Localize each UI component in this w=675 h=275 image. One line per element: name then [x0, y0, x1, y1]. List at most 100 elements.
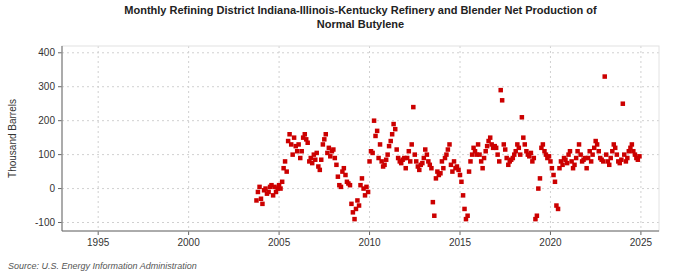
- point: [382, 163, 387, 168]
- point: [360, 176, 365, 181]
- x-tick-label: 2005: [268, 237, 291, 248]
- point: [339, 185, 344, 190]
- point: [303, 132, 308, 137]
- y-tick: [58, 154, 62, 155]
- point: [488, 135, 493, 140]
- point: [289, 142, 294, 147]
- y-grid-line: [62, 120, 659, 121]
- point: [352, 217, 357, 222]
- x-grid-line: [279, 46, 280, 231]
- y-tick: [58, 52, 62, 53]
- point: [601, 159, 606, 164]
- point: [431, 200, 436, 205]
- point: [608, 156, 613, 161]
- point: [602, 74, 607, 79]
- y-axis-label: Thousand Barrels: [7, 99, 18, 178]
- point: [637, 154, 642, 159]
- point: [541, 142, 546, 147]
- point: [497, 159, 502, 164]
- y-axis-line: [62, 46, 63, 231]
- point: [503, 147, 508, 152]
- point: [321, 142, 326, 147]
- point: [441, 166, 446, 171]
- point: [480, 166, 485, 171]
- y-tick-label: 400: [38, 47, 55, 58]
- point: [568, 149, 573, 154]
- point: [500, 98, 505, 103]
- point: [364, 185, 369, 190]
- point: [517, 146, 522, 151]
- x-tick: [188, 231, 189, 235]
- point: [461, 193, 466, 198]
- x-grid-line: [98, 46, 99, 231]
- x-tick-label: 2015: [449, 237, 472, 248]
- point: [548, 159, 553, 164]
- y-tick: [58, 120, 62, 121]
- point: [458, 173, 463, 178]
- point: [254, 198, 259, 203]
- y-grid-line: [62, 52, 659, 53]
- point: [468, 159, 473, 164]
- point: [343, 173, 348, 178]
- point: [438, 171, 443, 176]
- point: [572, 163, 577, 168]
- point: [456, 168, 461, 173]
- x-tick: [640, 231, 641, 235]
- point: [482, 156, 487, 161]
- point: [532, 156, 537, 161]
- point: [459, 180, 464, 185]
- point: [446, 147, 451, 152]
- point: [538, 176, 543, 181]
- point: [375, 129, 380, 134]
- point: [495, 152, 500, 157]
- annotation: Source: U.S. Energy Information Administ…: [8, 261, 197, 271]
- point: [518, 152, 523, 157]
- plot-frame: [62, 46, 659, 231]
- point: [551, 173, 556, 178]
- title: Monthly Refining District Indiana-Illino…: [124, 4, 597, 30]
- x-axis-line: [62, 231, 659, 232]
- point: [578, 152, 583, 157]
- point: [407, 149, 412, 154]
- x-tick-label: 2020: [539, 237, 562, 248]
- point: [391, 122, 396, 127]
- point: [462, 207, 467, 212]
- point: [550, 166, 555, 171]
- point: [411, 105, 416, 110]
- point: [590, 152, 595, 157]
- y-tick-label: 100: [38, 149, 55, 160]
- point: [604, 152, 609, 157]
- point: [287, 132, 292, 137]
- point: [595, 142, 600, 147]
- point: [625, 156, 630, 161]
- point: [621, 101, 626, 106]
- point: [523, 142, 528, 147]
- chart: Monthly Refining District Indiana-Illino…: [0, 0, 675, 275]
- point: [425, 152, 430, 157]
- point: [290, 152, 295, 157]
- point: [444, 152, 449, 157]
- point: [384, 157, 389, 162]
- point: [305, 140, 310, 145]
- point: [498, 88, 503, 93]
- point: [485, 144, 490, 149]
- point: [565, 161, 570, 166]
- y-tick: [58, 222, 62, 223]
- point: [284, 169, 289, 174]
- point: [331, 147, 336, 152]
- y-tick: [58, 86, 62, 87]
- point: [366, 190, 371, 195]
- point: [520, 115, 525, 120]
- y-grid-line: [62, 222, 659, 223]
- point: [574, 156, 579, 161]
- point: [613, 146, 618, 151]
- point: [529, 151, 534, 156]
- y-grid-line: [62, 188, 659, 189]
- point: [348, 183, 353, 188]
- x-tick-label: 2010: [358, 237, 381, 248]
- point: [403, 166, 408, 171]
- x-tick: [550, 231, 551, 235]
- y-tick-label: 0: [49, 183, 55, 194]
- x-grid-line: [550, 46, 551, 231]
- x-tick: [98, 231, 99, 235]
